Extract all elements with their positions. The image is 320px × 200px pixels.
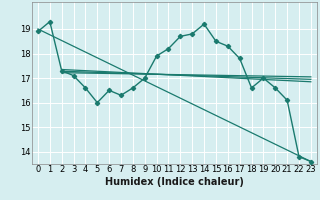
X-axis label: Humidex (Indice chaleur): Humidex (Indice chaleur) xyxy=(105,177,244,187)
